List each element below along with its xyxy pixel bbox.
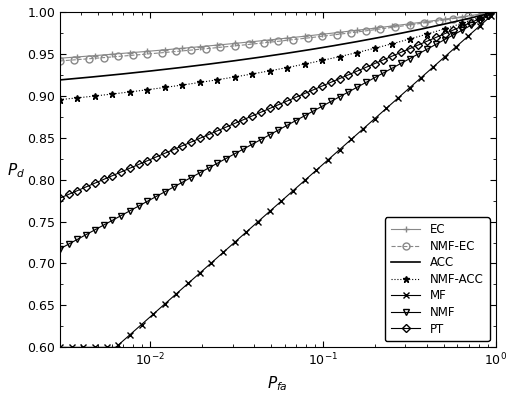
EC [492, 10, 499, 14]
NMF-ACC [452, 23, 458, 28]
NMF-EC [58, 58, 64, 63]
ACC [492, 10, 499, 14]
MF [58, 345, 64, 350]
PT [57, 196, 63, 200]
NMF [424, 47, 430, 52]
ACC [315, 46, 321, 51]
NMF-EC [492, 10, 499, 14]
NMF-ACC [323, 57, 329, 62]
ACC [58, 77, 64, 82]
Line: PT: PT [57, 9, 498, 201]
MF [452, 46, 458, 50]
NMF-ACC [57, 97, 63, 102]
EC [58, 56, 64, 60]
Line: ACC: ACC [60, 12, 495, 80]
EC [452, 15, 458, 20]
NMF-ACC [58, 97, 64, 102]
Y-axis label: $P_d$: $P_d$ [7, 161, 25, 180]
NMF-EC [452, 16, 458, 21]
ACC [57, 78, 63, 82]
NMF [315, 106, 321, 111]
NMF [323, 102, 329, 106]
MF [315, 166, 321, 171]
NMF-ACC [492, 10, 499, 14]
EC [57, 56, 63, 61]
MF [492, 10, 499, 14]
PT [452, 27, 458, 32]
PT [316, 85, 322, 90]
PT [323, 82, 329, 86]
NMF [57, 246, 63, 251]
NMF [452, 32, 458, 36]
X-axis label: $P_{fa}$: $P_{fa}$ [267, 374, 288, 393]
NMF-EC [57, 58, 63, 63]
Line: NMF: NMF [57, 8, 499, 252]
PT [492, 10, 499, 14]
Line: EC: EC [57, 8, 499, 62]
EC [315, 32, 321, 37]
Line: NMF-ACC: NMF-ACC [57, 8, 499, 103]
Legend: EC, NMF-EC, ACC, NMF-ACC, MF, NMF, PT: EC, NMF-EC, ACC, NMF-ACC, MF, NMF, PT [385, 217, 490, 342]
NMF [58, 246, 64, 250]
ACC [424, 26, 430, 30]
NMF [492, 10, 499, 14]
EC [316, 32, 322, 37]
MF [424, 70, 430, 75]
ACC [452, 19, 458, 24]
MF [57, 345, 63, 350]
PT [315, 86, 321, 90]
NMF-ACC [315, 59, 321, 64]
EC [323, 32, 329, 36]
PT [424, 39, 430, 44]
NMF-EC [424, 20, 430, 25]
MF [323, 159, 329, 164]
NMF [316, 106, 322, 110]
NMF-EC [316, 34, 322, 39]
NMF-ACC [316, 59, 322, 64]
PT [58, 195, 64, 200]
NMF-ACC [424, 32, 430, 36]
Line: MF: MF [57, 8, 499, 351]
NMF-EC [315, 34, 321, 39]
NMF-EC [323, 33, 329, 38]
ACC [323, 44, 329, 49]
EC [424, 19, 430, 24]
ACC [316, 46, 322, 50]
MF [316, 165, 322, 170]
Line: NMF-EC: NMF-EC [57, 8, 499, 64]
